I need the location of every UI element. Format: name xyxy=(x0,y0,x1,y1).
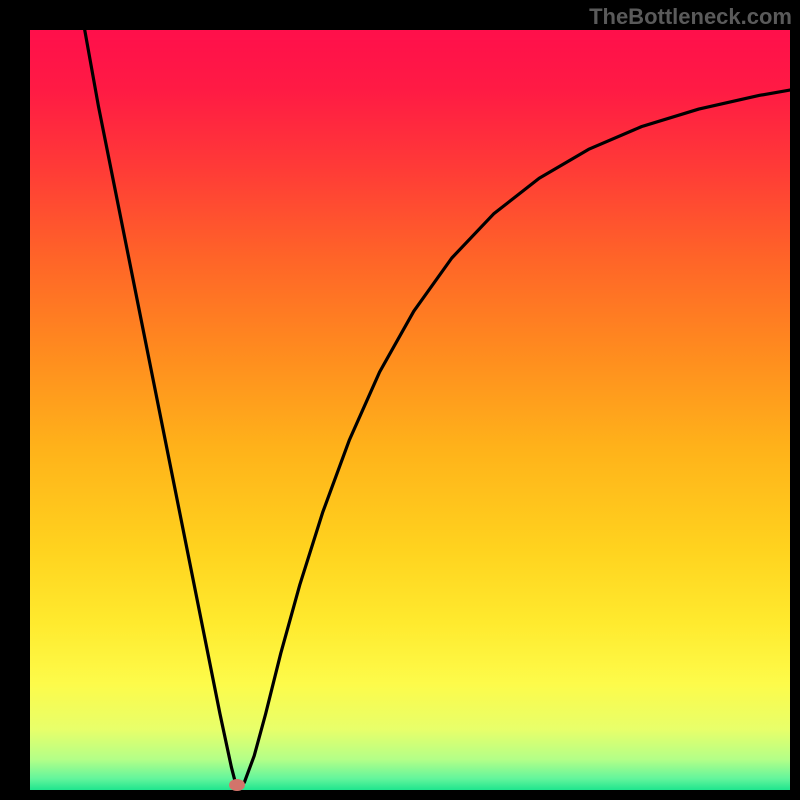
bottleneck-curve xyxy=(85,30,790,788)
chart-container: TheBottleneck.com xyxy=(0,0,800,800)
curve-layer xyxy=(30,30,790,790)
plot-area xyxy=(30,30,790,790)
watermark-text: TheBottleneck.com xyxy=(589,4,792,30)
